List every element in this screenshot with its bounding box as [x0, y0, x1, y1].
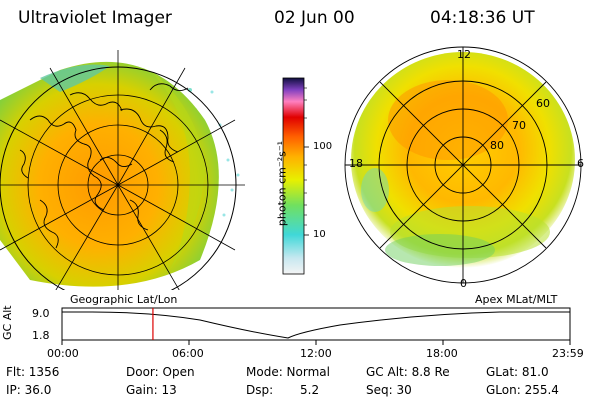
altitude-ylabel: GC Alt [1, 305, 14, 340]
mlt-6-label: 6 [577, 157, 584, 170]
altitude-plot [61, 307, 571, 345]
status-dsp-label: Dsp: [246, 383, 274, 397]
mlt-0-label: 0 [460, 277, 467, 290]
apex-caption: Apex MLat/MLT [475, 293, 558, 306]
status-mode: Mode: Normal [246, 365, 330, 379]
time-tick-1800: 18:00 [426, 347, 458, 360]
status-door: Door: Open [126, 365, 195, 379]
time-tick-1200: 12:00 [300, 347, 332, 360]
time-tick-0000: 00:00 [47, 347, 79, 360]
mlt-18-label: 18 [349, 157, 363, 170]
geographic-caption: Geographic Lat/Lon [70, 293, 178, 306]
colorbar-tick-10: 10 [313, 229, 326, 240]
altitude-curve [62, 311, 570, 339]
apex-image-panel [344, 46, 582, 284]
time-tick-0600: 06:00 [172, 347, 204, 360]
colorbar-unit-label: photon cm⁻²s⁻¹ [275, 140, 289, 227]
time-tick-2359: 23:59 [552, 347, 584, 360]
mlat-60-label: 60 [536, 97, 550, 110]
altitude-y-bottom: 1.8 [32, 329, 50, 342]
mlat-80-label: 80 [490, 139, 504, 152]
observation-date: 02 Jun 00 [274, 8, 355, 28]
status-dsp-value: 5.2 [300, 383, 320, 397]
status-sequence: Seq: 30 [366, 383, 412, 397]
altitude-y-top: 9.0 [32, 307, 50, 320]
status-ip: IP: 36.0 [6, 383, 52, 397]
status-gain: Gain: 13 [126, 383, 177, 397]
instrument-title: Ultraviolet Imager [18, 8, 172, 28]
intensity-colorbar [282, 77, 309, 275]
status-glat: GLat: 81.0 [486, 365, 549, 379]
geographic-image-panel [0, 50, 245, 290]
status-flight: Flt: 1356 [6, 365, 60, 379]
mlt-12-label: 12 [457, 48, 471, 61]
colorbar-tick-100: 100 [313, 141, 333, 152]
mlat-70-label: 70 [512, 119, 526, 132]
coastline [19, 83, 189, 249]
status-glon: GLon: 255.4 [486, 383, 559, 397]
status-gc-alt: GC Alt: 8.8 Re [366, 365, 450, 379]
observation-time: 04:18:36 UT [430, 8, 535, 28]
